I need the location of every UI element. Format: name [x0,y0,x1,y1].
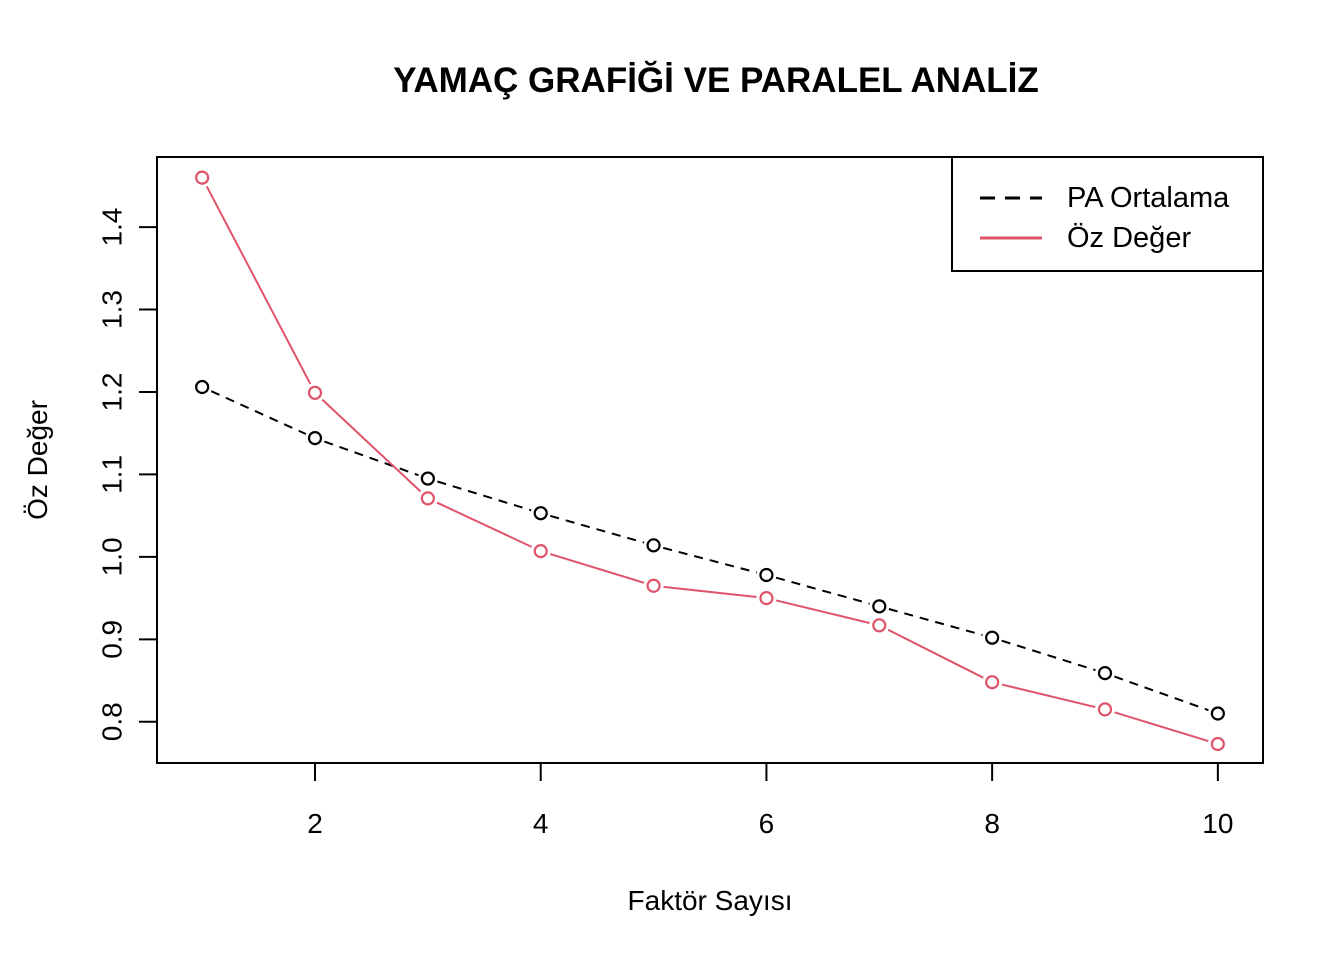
y-tick-label: 0.9 [97,620,128,659]
data-point [759,567,774,583]
data-point [307,431,323,446]
data-point [1097,702,1113,717]
legend-label: Öz Değer [1067,222,1191,254]
data-point [307,385,323,400]
y-axis-label: Öz Değer [22,400,53,520]
series-layer [195,170,1225,752]
series-segment [1114,675,1209,712]
series-segment [1001,639,1096,672]
x-axis-label: Faktör Sayısı [628,885,793,916]
y-tick-label: 0.8 [97,702,128,741]
legend-box [951,156,1264,272]
x-tick-label: 4 [533,808,549,839]
series-segment [887,628,984,679]
series-segment [775,599,870,624]
data-point [872,599,887,614]
x-axis: 2 4 6 8 10 [307,762,1233,839]
y-tick-label: 1.2 [97,373,128,412]
chart-title: YAMAÇ GRAFİĞİ VE PARALEL ANALİZ [393,60,1039,100]
data-point [1097,666,1113,681]
x-tick-label: 8 [984,808,1000,839]
y-tick-label: 1.4 [97,208,128,247]
series-segment [210,390,307,435]
data-point [195,379,210,395]
y-tick-label: 1.1 [97,455,128,494]
legend-label: PA Ortalama [1067,182,1230,214]
data-point [646,578,661,593]
x-tick-label: 10 [1202,808,1233,839]
series-segment [437,480,532,512]
data-point [985,675,1000,690]
series-segment [1114,711,1209,743]
data-point [533,506,548,521]
data-point [1210,736,1225,752]
series-segment [550,514,645,544]
y-tick-label: 1.0 [97,537,128,576]
data-point [872,618,887,633]
series-segment [324,440,419,477]
series-2 [195,170,1225,752]
series-1 [195,379,1225,721]
series-segment [549,553,645,584]
data-point [985,630,1000,645]
series-segment [775,576,870,605]
series-segment [888,608,983,636]
series-segment [321,398,422,493]
series-segment [662,546,758,574]
data-point [195,170,210,185]
x-tick-label: 2 [307,808,323,839]
y-tick-label: 1.3 [97,290,128,329]
data-point [1210,706,1225,721]
series-segment [436,501,533,548]
series-segment [663,585,757,599]
data-point [420,491,435,506]
data-point [759,591,774,606]
series-segment [205,186,312,385]
legend: PA Ortalama Öz Değer [951,156,1264,272]
data-point [420,471,435,486]
data-point [646,538,661,553]
x-tick-label: 6 [759,808,775,839]
series-segment [1001,683,1096,709]
y-axis: 0.8 0.9 1.0 1.1 1.2 1.3 1.4 [97,208,158,741]
data-point [533,544,548,559]
